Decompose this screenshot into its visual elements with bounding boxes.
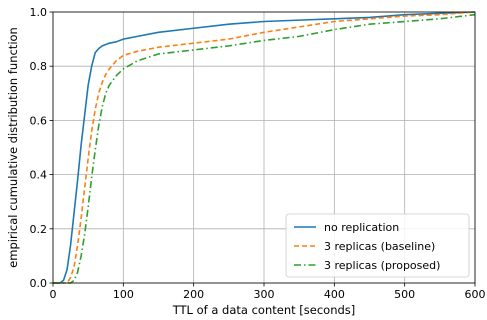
x-tick-labels: 0 100 200 300 400 500 600	[50, 288, 486, 301]
y-tick-label: 0.4	[30, 169, 48, 182]
y-tick-label: 0.8	[30, 60, 48, 73]
x-axis-label: TTL of a data content [seconds]	[172, 303, 356, 317]
series-line-3	[53, 13, 476, 284]
y-tick-label: 0.2	[30, 223, 48, 236]
legend-entries: no replication 3 replicas (baseline) 3 rep…	[294, 221, 440, 272]
x-tick-label: 600	[465, 288, 486, 301]
ticks	[49, 11, 476, 287]
x-tick-label: 500	[394, 288, 415, 301]
legend: no replication 3 replicas (baseline) 3 rep…	[285, 213, 470, 278]
y-tick-label: 0.6	[30, 114, 48, 127]
x-tick-label: 0	[50, 288, 57, 301]
legend-label-2: 3 replicas (baseline)	[324, 240, 435, 253]
y-tick-label: 1.0	[30, 6, 48, 19]
x-tick-label: 100	[113, 288, 134, 301]
series-line-2	[53, 11, 476, 284]
y-axis-label: empirical cumulative distribution functi…	[6, 27, 20, 268]
x-tick-label: 400	[324, 288, 345, 301]
y-tick-labels: 0.0 0.2 0.4 0.6 0.8 1.0	[30, 6, 48, 290]
series-line-1	[53, 11, 476, 284]
series-lines	[53, 11, 476, 284]
legend-label-1: no replication	[324, 221, 399, 234]
x-tick-label: 200	[183, 288, 204, 301]
legend-box	[285, 213, 470, 278]
x-tick-label: 300	[254, 288, 275, 301]
y-tick-label: 0.0	[30, 277, 48, 290]
legend-label-3: 3 replicas (proposed)	[324, 259, 440, 272]
